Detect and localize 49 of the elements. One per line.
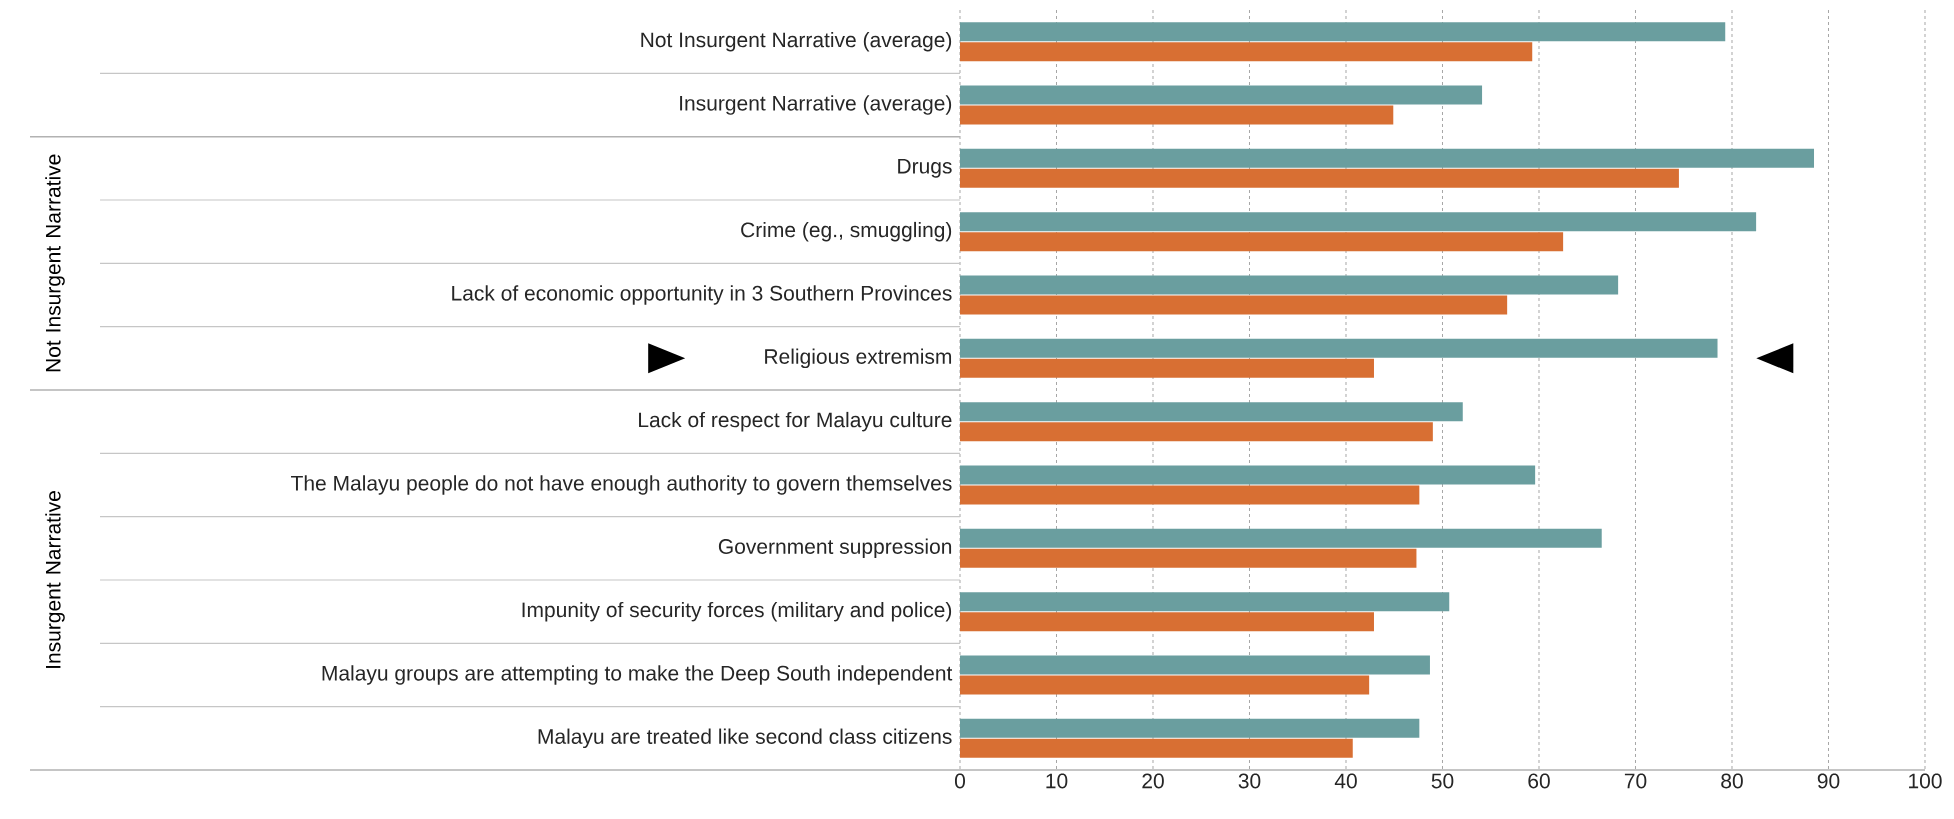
- y-tick-label: Government suppression: [718, 538, 952, 559]
- bar: [960, 22, 1726, 42]
- bar: [960, 212, 1757, 232]
- x-tick-label: 100: [1909, 773, 1942, 789]
- bar: [960, 528, 1602, 548]
- x-tick-label: 20: [1142, 773, 1164, 789]
- bar: [960, 548, 1417, 568]
- y-tick-label: Lack of economic opportunity in 3 Southern Provinces: [452, 285, 952, 305]
- text: Not Insurgent Narrative: [45, 154, 65, 372]
- y-tick-label: Insurgent Narrative (average): [680, 95, 952, 115]
- y-tick-label: Religious extremism: [765, 348, 952, 369]
- bar: [960, 718, 1420, 738]
- x-tick-label: 90: [1817, 773, 1840, 789]
- bar: [960, 738, 1353, 758]
- x-tick-label: 70: [1624, 773, 1647, 789]
- bar: [960, 358, 1374, 378]
- y-tick-label: Malayu groups are attempting to make the Deep South independent: [322, 665, 953, 685]
- bar: [960, 485, 1420, 505]
- x-tick-label: 60: [1528, 773, 1550, 789]
- bar: [960, 655, 1430, 675]
- bar: [960, 422, 1433, 442]
- bar: [960, 232, 1564, 252]
- x-tick-label: 30: [1238, 773, 1261, 789]
- bar: [960, 148, 1815, 168]
- y-tick-label: The Malayu people do not have enough authority to govern themselves: [291, 475, 952, 495]
- bar: [960, 465, 1536, 485]
- y-tick-label: Impunity of security forces (military and police): [522, 601, 952, 622]
- bar: [960, 275, 1619, 295]
- x-tick-label: 10: [1046, 773, 1068, 789]
- y-tick-label: Crime (eg., smuggling): [741, 221, 952, 242]
- bar: [960, 592, 1450, 612]
- x-tick-label: 80: [1721, 773, 1743, 789]
- text: Insurgent Narrative: [45, 491, 65, 668]
- bar: [960, 612, 1374, 632]
- y-tick-label: Malayu are treated like second class citizens: [538, 728, 952, 749]
- x-tick-label: 0: [954, 773, 966, 789]
- bar: [960, 338, 1718, 358]
- y-tick-label: Lack of respect for Malayu culture: [639, 411, 952, 432]
- x-tick-label: 40: [1334, 773, 1357, 789]
- bar: [960, 105, 1394, 125]
- y-tick-label: Not Insurgent Narrative (average): [641, 31, 952, 52]
- x-tick-label: 50: [1431, 773, 1454, 789]
- bar: [960, 85, 1483, 105]
- y-tick-label: Drugs: [898, 158, 952, 178]
- bar: [960, 42, 1533, 62]
- bar: [960, 675, 1370, 695]
- bar: [960, 168, 1679, 188]
- bar: [960, 295, 1508, 315]
- bar: [960, 402, 1463, 422]
